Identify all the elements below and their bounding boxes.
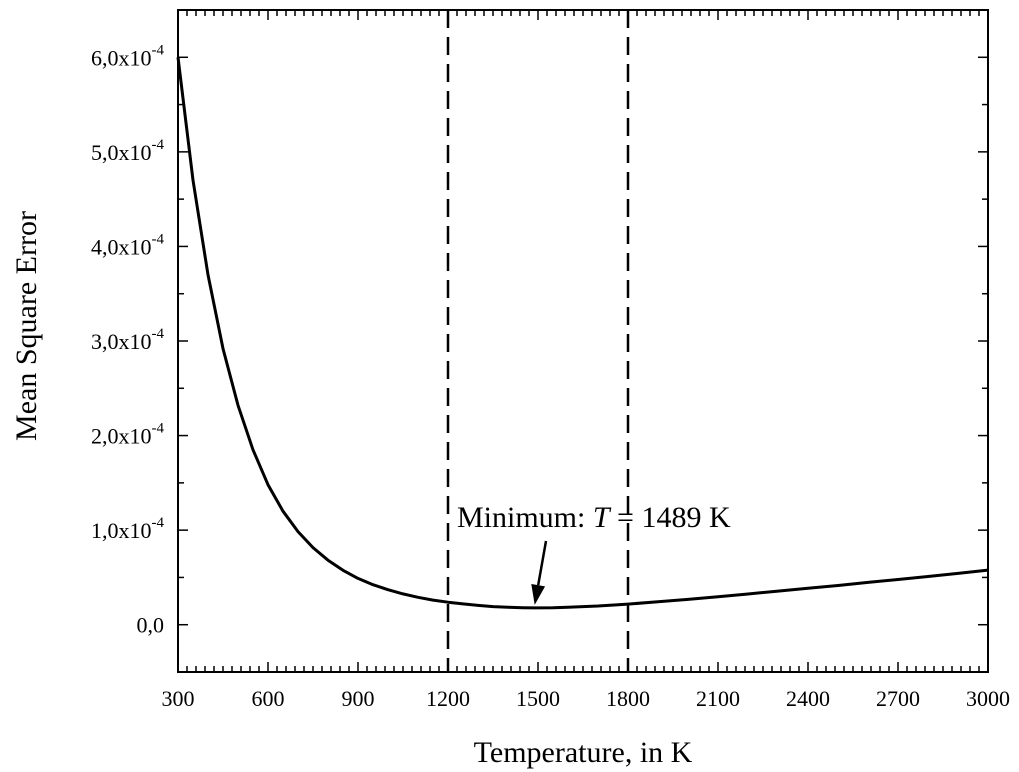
minimum-label-prefix: Minimum: [457, 501, 593, 534]
y-tick-label: 5,0x10-4 [91, 137, 164, 165]
plot-frame [177, 9, 989, 673]
x-tick-label: 300 [162, 686, 195, 711]
y-tick-label: 3,0x10-4 [91, 326, 164, 354]
x-tick-label: 2400 [786, 686, 830, 711]
minimum-label-suffix: = 1489 K [610, 501, 731, 534]
x-tick-label: 1500 [516, 686, 560, 711]
y-tick-label: 1,0x10-4 [91, 515, 164, 543]
minimum-label-symbol: T [593, 501, 612, 534]
y-tick-label: 4,0x10-4 [91, 231, 164, 259]
mse-curve [176, 57, 989, 610]
y-tick-label: 0,0 [137, 613, 165, 638]
y-tick-labels: 0,0 1,0x10-4 2,0x10-4 3,0x10-4 4,0x10-4 5,0x1… [91, 42, 164, 637]
x-tick-label: 1200 [426, 686, 470, 711]
reference-lines [446, 10, 630, 672]
minimum-arrow-head [531, 583, 546, 605]
x-tick-label: 600 [252, 686, 285, 711]
x-tick-label: 900 [342, 686, 375, 711]
minimum-label: Minimum: T = 1489 K [457, 501, 731, 534]
minimum-arrow [536, 540, 548, 586]
y-tick-label: 2,0x10-4 [91, 421, 164, 449]
x-tick-label: 3000 [966, 686, 1010, 711]
x-tick-label: 2700 [876, 686, 920, 711]
x-axis-title: Temperature, in K [474, 736, 693, 769]
x-tick-label: 2100 [696, 686, 740, 711]
x-tick-label: 1800 [606, 686, 650, 711]
axis-ticks [177, 9, 989, 673]
minimum-annotation: Minimum: T = 1489 K [457, 501, 731, 605]
y-tick-label: 6,0x10-4 [91, 42, 164, 70]
y-axis-title: Mean Square Error [10, 211, 43, 441]
x-tick-labels: 300 600 900 1200 1500 1800 2100 2400 2700 3000 [162, 686, 1011, 711]
